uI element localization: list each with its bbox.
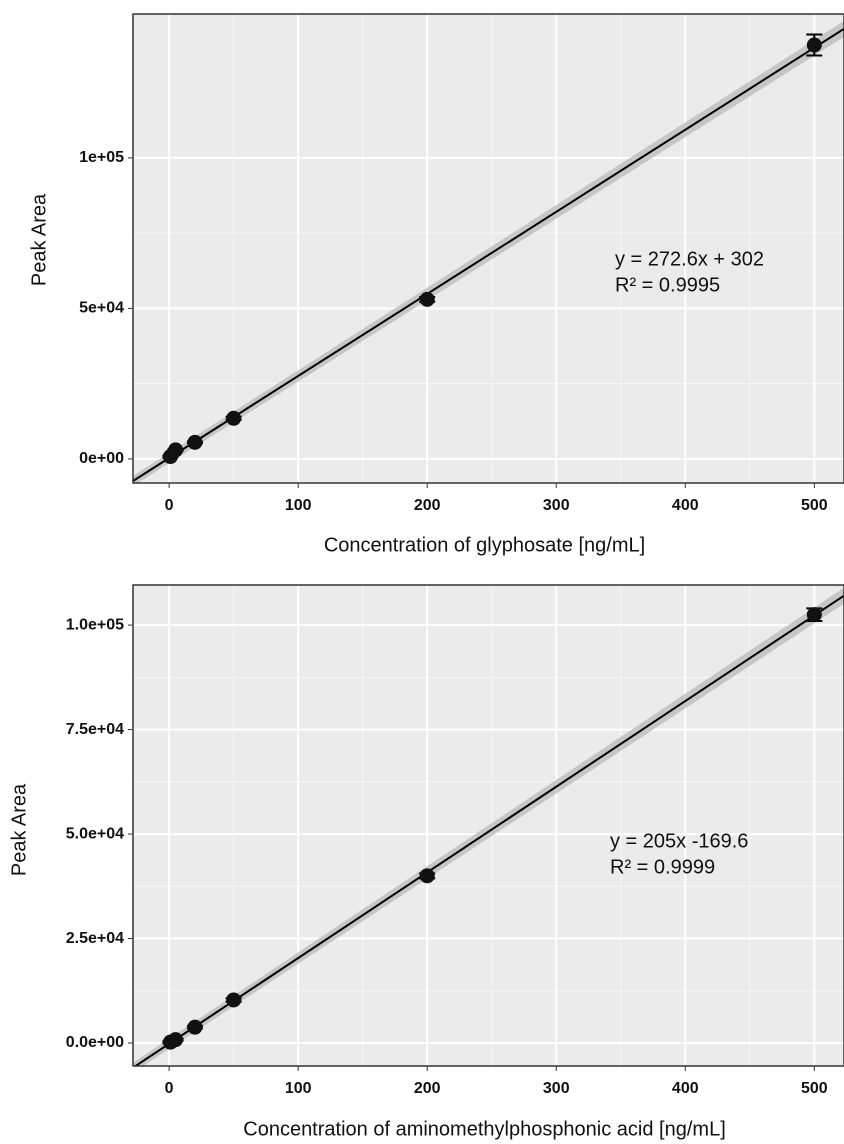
plot-layer (133, 14, 844, 483)
y-axis-title: Peak Area (28, 193, 50, 286)
point (806, 607, 822, 623)
x-tick-label: 100 (285, 1080, 312, 1097)
point (806, 37, 822, 53)
x-tick-label: 200 (414, 497, 441, 514)
point (187, 434, 203, 450)
x-tick-label: 200 (414, 1080, 441, 1097)
x-tick-label: 500 (801, 1080, 828, 1097)
fit-line (133, 594, 844, 1066)
point (168, 1032, 184, 1048)
x-tick-label: 0 (165, 1080, 174, 1097)
x-tick-label: 300 (543, 1080, 570, 1097)
x-tick-label: 100 (285, 497, 312, 514)
x-axis-title: Concentration of glyphosate [ng/mL] (324, 534, 645, 556)
point (419, 868, 435, 884)
point (226, 992, 242, 1008)
fit-line (133, 27, 844, 482)
annotation: R² = 0.9999 (610, 856, 715, 878)
y-tick-label: 5e+04 (79, 300, 124, 317)
point (226, 410, 242, 426)
x-axis-title: Concentration of aminomethylphosphonic a… (243, 1118, 726, 1140)
point (187, 1019, 203, 1035)
y-axis-title: Peak Area (8, 783, 30, 876)
x-tick-label: 0 (165, 497, 174, 514)
confidence-band (133, 587, 844, 1066)
annotation: R² = 0.9995 (615, 274, 720, 296)
x-tick-label: 400 (672, 497, 699, 514)
y-tick-label: 5.0e+04 (66, 825, 124, 842)
x-tick-label: 300 (543, 497, 570, 514)
plot-layer (133, 585, 844, 1066)
y-tick-label: 0e+00 (79, 450, 124, 467)
plot-border (132, 584, 844, 1067)
point (168, 442, 184, 458)
plot-border (132, 13, 844, 484)
x-tick-label: 500 (801, 497, 828, 514)
y-tick-label: 0.0e+00 (66, 1034, 124, 1051)
annotation: y = 272.6x + 302 (615, 248, 764, 270)
y-tick-label: 7.5e+04 (66, 721, 124, 738)
point (419, 291, 435, 307)
x-tick-label: 400 (672, 1080, 699, 1097)
y-tick-label: 1e+05 (79, 149, 124, 166)
y-tick-label: 2.5e+04 (66, 930, 124, 947)
y-tick-label: 1.0e+05 (66, 616, 124, 633)
annotation: y = 205x -169.6 (610, 830, 748, 852)
